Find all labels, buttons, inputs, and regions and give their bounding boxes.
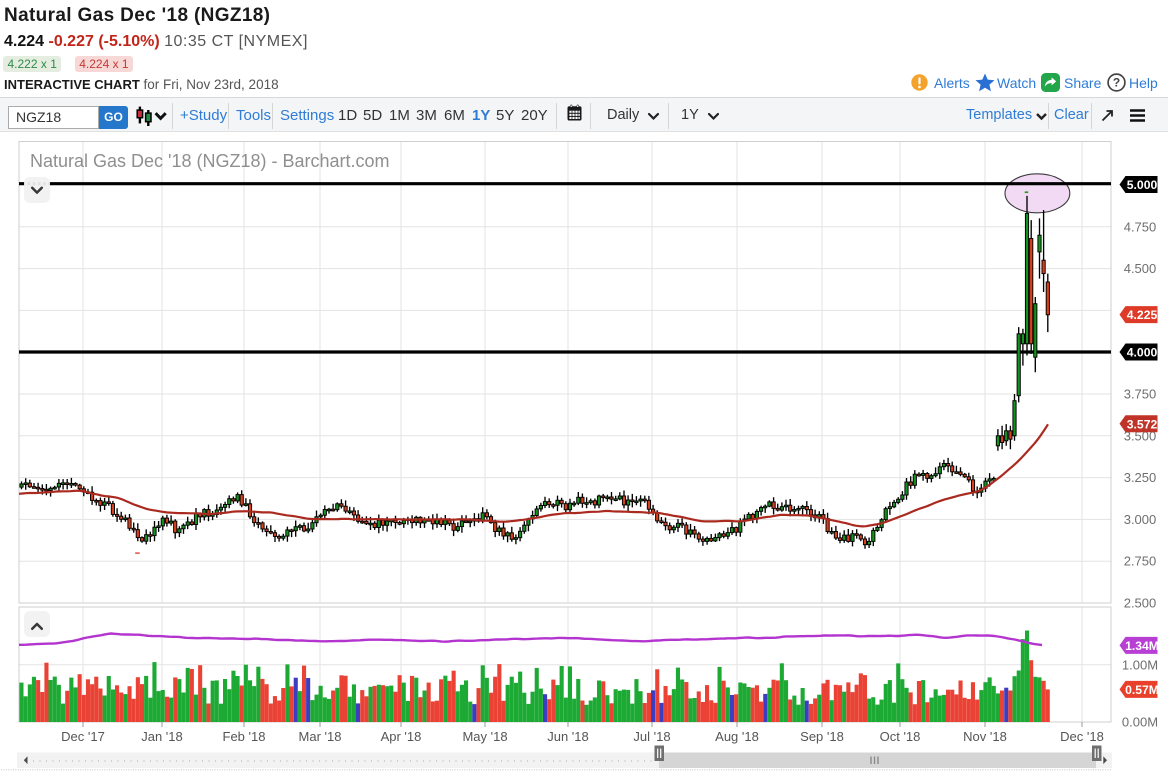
svg-text:0.57M: 0.57M [1125, 683, 1159, 697]
svg-text:Sep '18: Sep '18 [800, 729, 844, 744]
svg-text:1.34M: 1.34M [1125, 639, 1159, 653]
svg-text:4.000: 4.000 [1127, 346, 1158, 360]
svg-text:Jan '18: Jan '18 [141, 729, 183, 744]
svg-text:Dec '18: Dec '18 [1060, 729, 1104, 744]
svg-text:Nov '18: Nov '18 [963, 729, 1007, 744]
svg-text:May '18: May '18 [462, 729, 507, 744]
svg-text:1.00M: 1.00M [1122, 657, 1158, 672]
svg-text:4.500: 4.500 [1124, 261, 1157, 276]
svg-text:5.000: 5.000 [1127, 178, 1158, 192]
svg-text:?: ? [1113, 76, 1120, 90]
svg-text:4.750: 4.750 [1124, 219, 1157, 234]
svg-text:3.250: 3.250 [1124, 470, 1157, 485]
svg-text:0.00M: 0.00M [1122, 715, 1158, 730]
svg-text:Jul '18: Jul '18 [633, 729, 670, 744]
svg-text:Jun '18: Jun '18 [547, 729, 589, 744]
svg-text:3.000: 3.000 [1124, 512, 1157, 527]
svg-text:3.750: 3.750 [1124, 387, 1157, 402]
svg-text:Aug '18: Aug '18 [715, 729, 759, 744]
svg-text:Natural Gas Dec '18 (NGZ18) -: Natural Gas Dec '18 (NGZ18) - Barchart.c… [30, 151, 390, 171]
svg-text:2.750: 2.750 [1124, 554, 1157, 569]
svg-text:Apr '18: Apr '18 [381, 729, 422, 744]
svg-text:Feb '18: Feb '18 [223, 729, 266, 744]
svg-text:Oct '18: Oct '18 [880, 729, 921, 744]
svg-text:Mar '18: Mar '18 [299, 729, 342, 744]
svg-text:4.225: 4.225 [1127, 308, 1158, 322]
svg-text:2.500: 2.500 [1124, 596, 1157, 611]
svg-text:Dec '17: Dec '17 [61, 729, 105, 744]
svg-text:3.572: 3.572 [1127, 417, 1158, 431]
